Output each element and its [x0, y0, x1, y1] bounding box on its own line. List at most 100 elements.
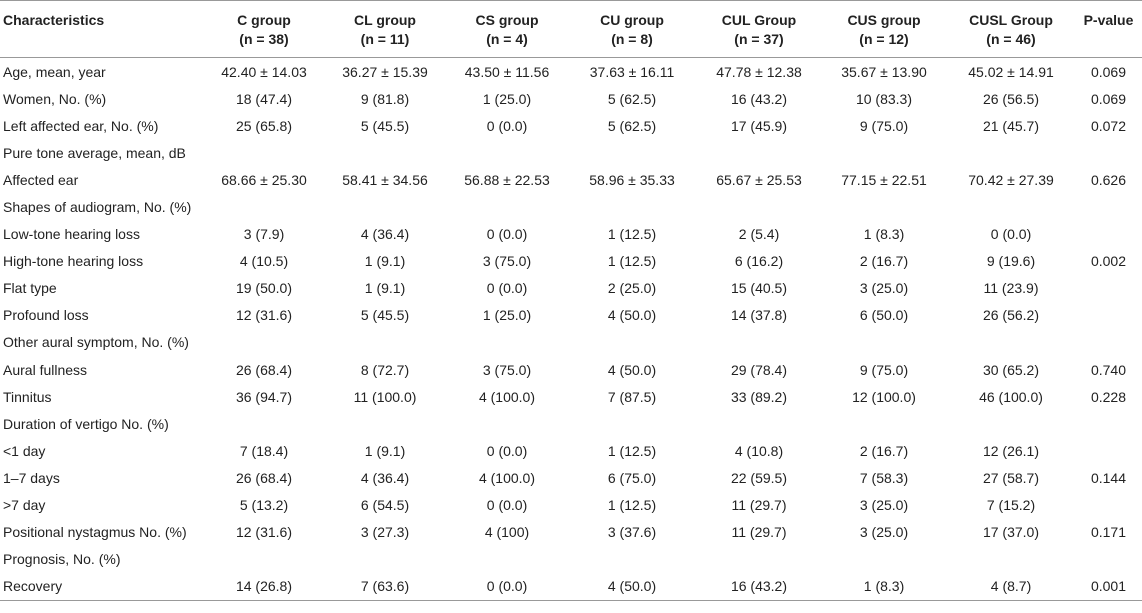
cell: 25 (65.8): [235, 117, 293, 134]
cell: 65.67 ± 25.53: [716, 171, 802, 188]
cell: 12 (31.6): [235, 307, 293, 324]
cell: 18 (47.4): [235, 90, 293, 107]
cell: [1075, 302, 1142, 329]
cell: 3 (25.0): [859, 280, 909, 297]
row-label: Positional nystagmus No. (%): [3, 524, 187, 541]
cell: [567, 139, 697, 166]
cell: 5 (45.5): [360, 307, 410, 324]
row-label: Other aural symptom, No. (%): [3, 334, 189, 351]
column-name: CU group: [600, 12, 664, 28]
column-name: CS group: [475, 12, 539, 28]
cell: 17 (37.0): [982, 524, 1040, 541]
cell: 4 (100.0): [478, 469, 536, 486]
cell: [697, 546, 821, 573]
row-label: Left affected ear, No. (%): [3, 117, 159, 134]
cell: 6 (16.2): [734, 253, 784, 270]
cell: 0 (0.0): [486, 442, 528, 459]
cell: [567, 193, 697, 220]
cell: 26 (56.5): [982, 90, 1040, 107]
cell: [1075, 546, 1142, 573]
cell: 0.626: [1090, 171, 1127, 188]
cell: 47.78 ± 12.38: [716, 63, 802, 80]
column-count: (n = 4): [486, 31, 528, 47]
row-label: Women, No. (%): [3, 90, 107, 107]
cell: 1 (8.3): [821, 572, 947, 601]
row-label: <1 day: [3, 442, 46, 459]
cell: 10 (83.3): [855, 90, 913, 107]
column-name: P-value: [1083, 12, 1134, 28]
row-label: Age, mean, year: [3, 63, 106, 80]
column-header: CS group (n = 4): [447, 0, 567, 58]
cell: 7 (15.2): [986, 497, 1036, 514]
cell: [323, 193, 447, 220]
cell: 4 (50.0): [567, 572, 697, 601]
cell: 4 (50.0): [607, 307, 657, 324]
row-label: Tinnitus: [3, 388, 52, 405]
cell: 4 (36.4): [360, 226, 410, 243]
data-row: High-tone hearing loss 4 (10.5) 1 (9.1) 3 (…: [0, 248, 1142, 275]
row-label: Affected ear: [3, 171, 79, 188]
cell: 0 (0.0): [486, 280, 528, 297]
row-label: Low-tone hearing loss: [3, 226, 140, 243]
cell: 0 (0.0): [447, 572, 567, 601]
cell: 6 (75.0): [607, 469, 657, 486]
cell: 0 (0.0): [486, 117, 528, 134]
cell: 0.069: [1090, 90, 1127, 107]
cell: 9 (19.6): [986, 253, 1036, 270]
data-row: Women, No. (%) 18 (47.4) 9 (81.8) 1 (25.0) 5…: [0, 85, 1142, 112]
cell: [447, 546, 567, 573]
cell: 19 (50.0): [235, 280, 293, 297]
cell: 4 (10.5): [239, 253, 289, 270]
data-row: Aural fullness 26 (68.4) 8 (72.7) 3 (75.0) 4…: [0, 356, 1142, 383]
cell: 58.96 ± 35.33: [589, 171, 675, 188]
cell: 26 (68.4): [235, 469, 293, 486]
row-label: Prognosis, No. (%): [3, 551, 121, 568]
cell: 0 (0.0): [990, 226, 1032, 243]
column-header: CL group (n = 11): [323, 0, 447, 58]
column-name: CUS group: [847, 12, 921, 28]
cell: [947, 193, 1075, 220]
cell: [567, 329, 697, 356]
column-name: CL group: [354, 12, 416, 28]
cell: [947, 139, 1075, 166]
row-label: >7 day: [3, 497, 46, 514]
cell: 4 (100.0): [478, 388, 536, 405]
row-label: Shapes of audiogram, No. (%): [3, 199, 192, 216]
cell: 11 (100.0): [353, 388, 417, 405]
cell: 45.02 ± 14.91: [968, 63, 1054, 80]
cell: 3 (25.0): [859, 524, 909, 541]
cell: 4 (10.8): [734, 442, 784, 459]
column-header: C group (n = 38): [205, 0, 323, 58]
column-header: CUSL Group (n = 46): [947, 0, 1075, 58]
column-header: CUL Group (n = 37): [697, 0, 821, 58]
data-row: Profound loss 12 (31.6) 5 (45.5) 1 (25.0) 4 …: [0, 302, 1142, 329]
section-row: Other aural symptom, No. (%): [0, 329, 1142, 356]
cell: 16 (43.2): [697, 572, 821, 601]
cell: 1 (9.1): [364, 253, 406, 270]
cell: [697, 410, 821, 437]
cell: 2 (16.7): [859, 253, 909, 270]
cell: [205, 546, 323, 573]
cell: 1 (12.5): [607, 253, 657, 270]
cell: 16 (43.2): [730, 90, 788, 107]
column-count: (n = 46): [986, 31, 1036, 47]
cell: [567, 546, 697, 573]
cell: 1 (12.5): [607, 442, 657, 459]
column-count: (n = 8): [611, 31, 653, 47]
cell: 27 (58.7): [982, 469, 1040, 486]
column-name: C group: [237, 12, 291, 28]
cell: 3 (75.0): [482, 253, 532, 270]
cell: 21 (45.7): [982, 117, 1040, 134]
cell: 3 (7.9): [243, 226, 285, 243]
cell: 1 (8.3): [863, 226, 905, 243]
cell: 22 (59.5): [730, 469, 788, 486]
cell: 6 (50.0): [859, 307, 909, 324]
cell: 7 (63.6): [323, 572, 447, 601]
cell: 1 (12.5): [607, 497, 657, 514]
row-label: Pure tone average, mean, dB: [3, 144, 186, 161]
column-name: Characteristics: [3, 12, 105, 28]
cell: 56.88 ± 22.53: [464, 171, 550, 188]
header-row: Characteristics C group (n = 38) CL group (n…: [0, 0, 1142, 58]
cell: 5 (45.5): [360, 117, 410, 134]
cell: 0.069: [1090, 63, 1127, 80]
